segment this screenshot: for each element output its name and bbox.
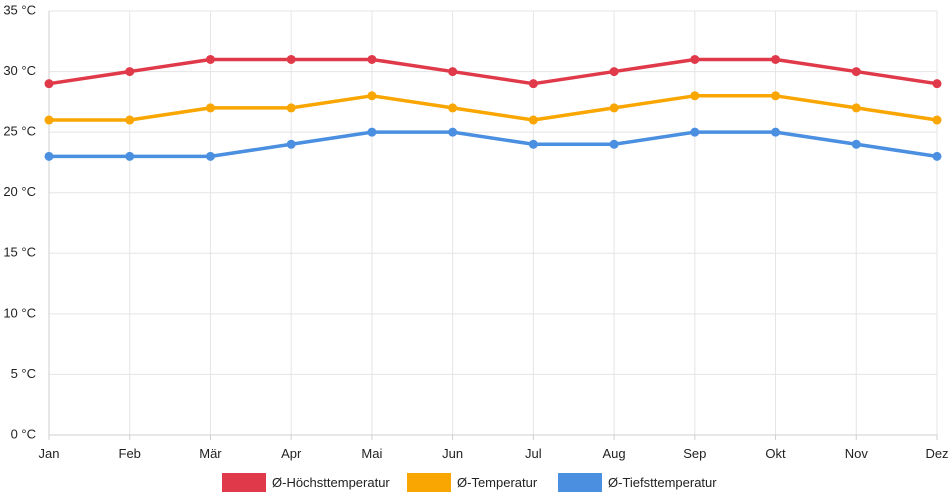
data-point[interactable] <box>528 115 538 125</box>
series-2 <box>44 91 942 125</box>
grid-layer <box>48 10 938 440</box>
data-point[interactable] <box>448 103 458 113</box>
data-point[interactable] <box>125 151 135 161</box>
data-point[interactable] <box>528 139 538 149</box>
series-3 <box>44 127 942 161</box>
legend-label: Ø-Tiefsttemperatur <box>608 475 717 490</box>
data-point[interactable] <box>367 54 377 64</box>
data-point[interactable] <box>690 54 700 64</box>
legend-item[interactable]: Ø-Temperatur <box>407 473 538 492</box>
y-tick-label: 10 °C <box>3 305 36 320</box>
x-tick-label: Mär <box>199 446 222 461</box>
y-tick-label: 35 °C <box>3 2 36 17</box>
data-point[interactable] <box>690 91 700 101</box>
data-point[interactable] <box>205 151 215 161</box>
data-point[interactable] <box>205 103 215 113</box>
legend-swatch <box>407 473 451 492</box>
data-point[interactable] <box>528 79 538 89</box>
legend-label: Ø-Temperatur <box>457 475 538 490</box>
x-tick-label: Okt <box>765 446 786 461</box>
y-tick-label: 30 °C <box>3 63 36 78</box>
x-tick-label: Sep <box>683 446 706 461</box>
data-point[interactable] <box>448 127 458 137</box>
x-tick-label: Jan <box>39 446 60 461</box>
data-point[interactable] <box>851 103 861 113</box>
data-point[interactable] <box>851 139 861 149</box>
data-point[interactable] <box>367 91 377 101</box>
data-point[interactable] <box>44 115 54 125</box>
series-1 <box>44 54 942 89</box>
data-point[interactable] <box>851 67 861 77</box>
series-layer <box>44 54 942 161</box>
data-point[interactable] <box>771 91 781 101</box>
data-point[interactable] <box>448 67 458 77</box>
x-tick-label: Jul <box>525 446 542 461</box>
data-point[interactable] <box>125 115 135 125</box>
data-point[interactable] <box>932 151 942 161</box>
data-point[interactable] <box>367 127 377 137</box>
x-tick-label: Aug <box>603 446 626 461</box>
data-point[interactable] <box>932 79 942 89</box>
series-line <box>47 94 939 122</box>
legend-swatch <box>222 473 266 492</box>
data-point[interactable] <box>932 115 942 125</box>
y-tick-label: 20 °C <box>3 184 36 199</box>
legend-item[interactable]: Ø-Tiefsttemperatur <box>558 473 717 492</box>
data-point[interactable] <box>609 103 619 113</box>
x-tick-label: Mai <box>361 446 382 461</box>
data-point[interactable] <box>125 67 135 77</box>
x-tick-label: Feb <box>119 446 141 461</box>
data-point[interactable] <box>771 127 781 137</box>
data-point[interactable] <box>44 151 54 161</box>
legend-swatch <box>558 473 602 492</box>
series-line <box>47 57 939 86</box>
data-point[interactable] <box>286 139 296 149</box>
data-point[interactable] <box>609 139 619 149</box>
x-tick-label: Apr <box>281 446 302 461</box>
data-point[interactable] <box>690 127 700 137</box>
legend[interactable]: Ø-Höchsttemperatur Ø-Temperatur Ø-Tiefstte… <box>222 473 717 492</box>
data-point[interactable] <box>609 67 619 77</box>
data-point[interactable] <box>286 103 296 113</box>
x-tick-label: Nov <box>845 446 869 461</box>
x-axis-ticks: Jan Feb Mär Apr Mai Jun Jul Aug Sep Okt Nov Dez <box>39 446 949 461</box>
data-point[interactable] <box>205 54 215 64</box>
y-tick-label: 15 °C <box>3 245 36 260</box>
y-axis-ticks: 0 °C 5 °C 10 °C 15 °C 20 °C 25 °C 30 °C 35 °C <box>3 2 36 441</box>
data-point[interactable] <box>286 54 296 64</box>
y-tick-label: 25 °C <box>3 124 36 139</box>
x-tick-label: Dez <box>925 446 948 461</box>
series-line <box>47 130 939 159</box>
y-tick-label: 5 °C <box>11 366 36 381</box>
y-tick-label: 0 °C <box>11 426 36 441</box>
legend-label: Ø-Höchsttemperatur <box>272 475 390 490</box>
data-point[interactable] <box>44 79 54 89</box>
x-tick-label: Jun <box>442 446 463 461</box>
legend-item[interactable]: Ø-Höchsttemperatur <box>222 473 390 492</box>
data-point[interactable] <box>771 54 781 64</box>
